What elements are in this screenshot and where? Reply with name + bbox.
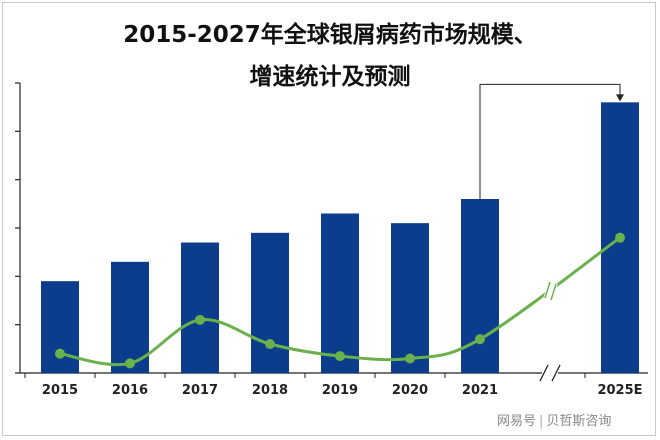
x-tick-label-2025E: 2025E xyxy=(597,383,642,398)
x-axis-break-mark-2 xyxy=(551,364,561,382)
growth-point-2025E xyxy=(615,232,625,243)
bar-2018 xyxy=(251,232,289,373)
watermark-separator: | xyxy=(539,414,544,429)
bar-2015 xyxy=(41,281,79,373)
growth-line-break-gap xyxy=(543,281,558,302)
growth-point-2015 xyxy=(55,348,65,359)
source-watermark: 网易号 | 贝哲斯咨询 xyxy=(497,410,611,429)
growth-point-2016 xyxy=(125,358,135,369)
x-tick-label-2021: 2021 xyxy=(462,383,498,398)
growth-line xyxy=(59,236,621,367)
growth-point-2017 xyxy=(195,314,205,325)
growth-point-2020 xyxy=(405,353,415,364)
chart-title-line2: 增速统计及预测 xyxy=(249,64,411,90)
growth-point-2021 xyxy=(475,334,485,345)
watermark-platform: 网易号 xyxy=(497,414,537,429)
growth-point-2018 xyxy=(265,339,275,349)
annotation-arrow-head xyxy=(616,94,624,102)
growth-line-break-mark-2 xyxy=(550,283,557,301)
watermark-source: 贝哲斯咨询 xyxy=(546,414,612,429)
chart-frame xyxy=(2,2,656,436)
x-tick-label-2016: 2016 xyxy=(112,383,148,398)
x-tick-label-2019: 2019 xyxy=(322,383,358,398)
bar-2017 xyxy=(181,242,219,373)
growth-point-2019 xyxy=(335,351,345,362)
x-tick-label-2018: 2018 xyxy=(252,383,288,398)
bar-2020 xyxy=(391,223,429,373)
x-tick-label-2015: 2015 xyxy=(42,383,78,398)
chart-title: 2015-2027年全球银屑病药市场规模、 增速统计及预测 xyxy=(0,14,660,98)
bar-2019 xyxy=(321,213,359,373)
x-tick-label-2020: 2020 xyxy=(392,383,428,398)
x-axis-break-mark-1 xyxy=(539,364,549,382)
x-tick-label-2017: 2017 xyxy=(182,383,218,398)
bar-2016 xyxy=(111,261,149,373)
annotation-arrow-line xyxy=(479,83,621,199)
growth-line-break-mark-1 xyxy=(544,281,551,299)
chart-title-line1: 2015-2027年全球银屑病药市场规模、 xyxy=(123,22,537,48)
